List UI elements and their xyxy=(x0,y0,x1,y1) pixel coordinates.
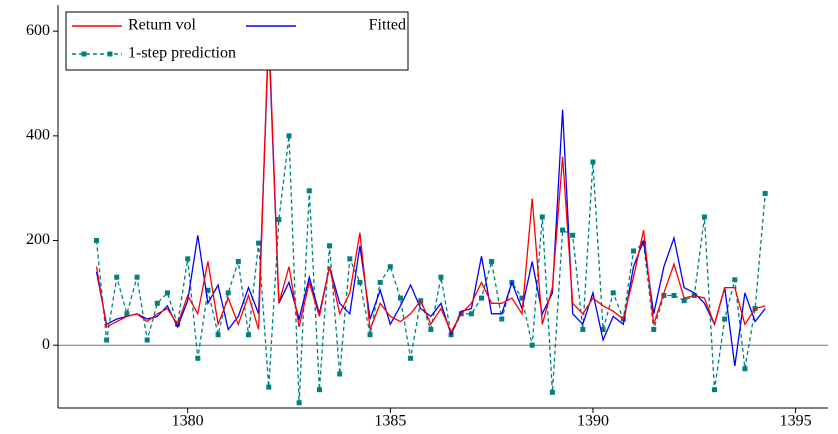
x-tick-label: 1390 xyxy=(577,413,609,430)
marker xyxy=(479,295,484,301)
x-tick-label: 1385 xyxy=(374,413,406,430)
marker xyxy=(327,243,333,249)
marker xyxy=(468,311,474,317)
marker xyxy=(762,190,768,196)
marker xyxy=(387,264,393,270)
marker xyxy=(489,258,495,264)
marker xyxy=(337,371,343,377)
y-tick-label: 400 xyxy=(26,127,50,144)
marker xyxy=(742,366,748,372)
marker xyxy=(661,292,667,298)
x-tick-label: 1380 xyxy=(172,413,204,430)
marker xyxy=(600,326,606,332)
legend-marker xyxy=(81,51,87,57)
marker xyxy=(347,256,353,262)
marker xyxy=(134,274,140,280)
legend-label: 1-step prediction xyxy=(128,45,236,62)
marker xyxy=(235,258,241,264)
marker xyxy=(215,332,221,338)
marker xyxy=(377,279,383,285)
marker xyxy=(732,277,738,283)
marker xyxy=(499,316,505,322)
marker xyxy=(590,159,596,165)
marker xyxy=(266,384,272,390)
marker xyxy=(94,238,99,244)
marker xyxy=(205,287,211,293)
marker xyxy=(114,274,120,280)
marker xyxy=(164,290,170,296)
marker xyxy=(367,332,373,338)
marker xyxy=(438,274,444,280)
marker xyxy=(701,214,707,220)
marker xyxy=(630,248,636,254)
marker xyxy=(144,337,150,343)
marker xyxy=(306,188,312,194)
marker xyxy=(549,389,555,395)
legend-label: Fitted xyxy=(369,17,406,34)
marker xyxy=(580,326,586,332)
marker xyxy=(276,217,282,223)
marker xyxy=(185,256,191,262)
marker xyxy=(245,332,251,338)
marker xyxy=(671,292,677,298)
marker xyxy=(286,133,292,139)
marker xyxy=(124,311,130,317)
marker xyxy=(225,290,231,296)
marker xyxy=(296,400,302,406)
marker xyxy=(722,316,728,322)
marker xyxy=(316,387,322,393)
marker xyxy=(529,342,535,348)
marker xyxy=(408,355,414,361)
marker xyxy=(256,240,262,246)
marker xyxy=(712,387,718,393)
series-line xyxy=(95,135,766,403)
y-tick-label: 0 xyxy=(42,336,50,353)
marker xyxy=(357,279,363,285)
marker xyxy=(560,227,566,233)
series-line xyxy=(95,25,766,334)
series-line xyxy=(95,36,766,367)
marker xyxy=(154,300,160,306)
marker xyxy=(519,295,525,301)
marker xyxy=(610,290,616,296)
marker xyxy=(397,295,403,301)
legend-box xyxy=(65,11,409,71)
marker xyxy=(428,326,434,332)
y-tick-label: 600 xyxy=(26,22,50,39)
legend-label: Return vol xyxy=(128,17,197,34)
marker xyxy=(651,326,657,332)
x-tick-label: 1395 xyxy=(780,413,812,430)
marker xyxy=(681,298,687,304)
marker xyxy=(570,232,576,238)
y-tick-label: 200 xyxy=(26,231,50,248)
legend-marker xyxy=(107,51,113,57)
marker xyxy=(104,337,110,343)
marker xyxy=(195,355,201,361)
marker xyxy=(539,214,545,220)
